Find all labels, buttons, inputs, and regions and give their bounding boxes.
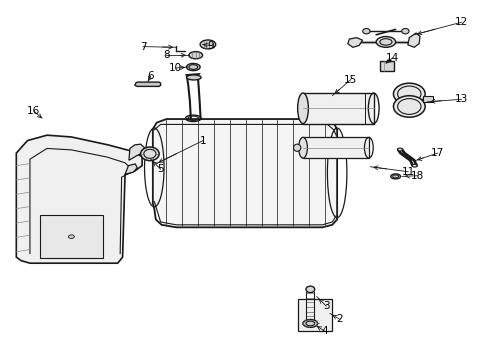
Ellipse shape [390,174,400,179]
Polygon shape [129,144,144,160]
Text: 15: 15 [344,75,357,85]
Text: 12: 12 [454,17,467,27]
Ellipse shape [397,148,402,151]
Polygon shape [347,38,362,47]
Text: 5: 5 [157,164,163,174]
Text: 7: 7 [140,42,146,51]
Bar [298,299,331,331]
Ellipse shape [186,63,200,71]
Ellipse shape [393,83,424,105]
Text: 13: 13 [454,94,467,104]
Polygon shape [125,164,137,174]
Ellipse shape [362,28,369,34]
Polygon shape [407,33,419,47]
Polygon shape [303,137,368,158]
Text: 1: 1 [199,136,206,145]
Ellipse shape [186,75,201,80]
Bar [40,215,103,258]
Ellipse shape [401,28,408,34]
Ellipse shape [411,164,416,167]
Text: 14: 14 [385,53,398,63]
Ellipse shape [68,235,74,238]
Text: 6: 6 [147,71,154,81]
Ellipse shape [188,51,202,59]
Ellipse shape [393,96,424,117]
Text: 18: 18 [410,171,424,181]
Text: 11: 11 [401,167,414,177]
Ellipse shape [298,137,307,158]
Ellipse shape [200,40,215,49]
Polygon shape [303,93,373,123]
Bar [422,96,432,102]
Text: 10: 10 [168,63,182,73]
Ellipse shape [141,147,159,161]
Polygon shape [16,135,142,263]
Ellipse shape [297,93,308,123]
Text: 3: 3 [323,301,329,311]
Ellipse shape [305,286,314,293]
Ellipse shape [293,144,300,151]
Polygon shape [153,119,336,227]
Ellipse shape [375,37,395,47]
Ellipse shape [303,319,317,327]
Text: 17: 17 [430,148,443,158]
Text: 2: 2 [336,314,342,324]
Polygon shape [135,82,160,86]
Text: 4: 4 [321,326,327,336]
Text: 16: 16 [27,106,41,116]
Text: 8: 8 [163,50,169,60]
Bar [379,60,393,71]
Text: 9: 9 [206,41,213,50]
